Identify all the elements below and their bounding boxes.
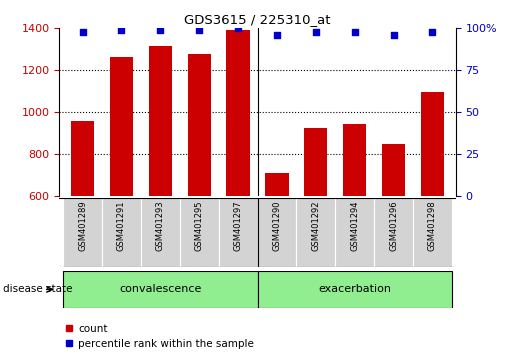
Legend: count, percentile rank within the sample: count, percentile rank within the sample xyxy=(64,324,254,349)
Point xyxy=(195,27,203,33)
Bar xyxy=(227,30,250,196)
Text: GSM401296: GSM401296 xyxy=(389,200,398,251)
Text: GSM401295: GSM401295 xyxy=(195,200,204,251)
Bar xyxy=(335,198,374,267)
Bar xyxy=(141,198,180,267)
Bar xyxy=(219,198,258,267)
Title: GDS3615 / 225310_at: GDS3615 / 225310_at xyxy=(184,13,331,26)
Bar xyxy=(180,198,219,267)
Point xyxy=(78,29,87,35)
Bar xyxy=(187,53,211,196)
Text: GSM401293: GSM401293 xyxy=(156,200,165,251)
Bar xyxy=(102,198,141,267)
Bar xyxy=(149,46,172,196)
Text: GSM401290: GSM401290 xyxy=(272,200,281,251)
Text: GSM401292: GSM401292 xyxy=(311,200,320,251)
Bar xyxy=(63,271,258,308)
Bar xyxy=(304,128,328,196)
Point xyxy=(234,25,242,31)
Bar xyxy=(258,271,452,308)
Bar xyxy=(71,121,94,196)
Bar xyxy=(374,198,413,267)
Text: GSM401291: GSM401291 xyxy=(117,200,126,251)
Bar xyxy=(63,198,102,267)
Bar xyxy=(265,173,288,196)
Text: GSM401298: GSM401298 xyxy=(428,200,437,251)
Point xyxy=(389,32,398,38)
Point xyxy=(428,29,437,35)
Text: exacerbation: exacerbation xyxy=(318,284,391,295)
Bar xyxy=(110,57,133,196)
Bar xyxy=(343,124,366,196)
Text: GSM401289: GSM401289 xyxy=(78,200,87,251)
Bar xyxy=(413,198,452,267)
Text: GSM401294: GSM401294 xyxy=(350,200,359,251)
Text: disease state: disease state xyxy=(3,284,72,295)
Bar xyxy=(421,92,444,196)
Bar xyxy=(382,144,405,196)
Point xyxy=(312,29,320,35)
Bar xyxy=(296,198,335,267)
Point xyxy=(351,29,359,35)
Bar xyxy=(258,198,296,267)
Point xyxy=(117,27,126,33)
Point xyxy=(273,32,281,38)
Text: convalescence: convalescence xyxy=(119,284,201,295)
Point xyxy=(156,27,164,33)
Text: GSM401297: GSM401297 xyxy=(234,200,243,251)
